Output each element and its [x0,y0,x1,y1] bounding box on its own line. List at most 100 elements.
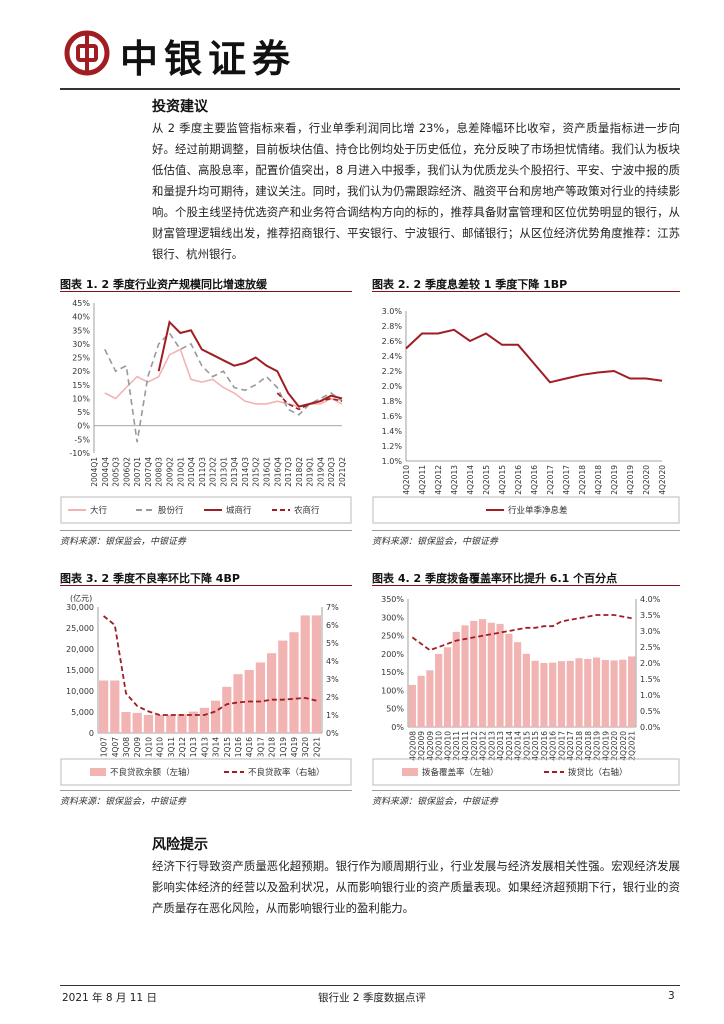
chart4-source-rule [372,790,680,791]
x-tick-label: 4Q2020 [619,731,628,761]
bar-10 [211,700,221,733]
x-tick-label: 4Q2015 [531,731,540,761]
x-tick-label: 2013Q4 [230,457,239,487]
x-tick-label: 3Q17 [256,737,265,757]
chart2: 1.0% 1.2% 1.4% 1.6% 1.8% 2.0% 2.2% 2.4% 2.6% 2.8%… [372,307,680,524]
y-tick-label: 2.2% [382,367,403,376]
chart3-source-rule [60,790,352,791]
y-right-tick-label: 1% [326,711,339,720]
bar-11 [222,686,232,733]
bar-20 [584,658,592,727]
bar-17 [557,661,566,727]
bar-15 [540,663,548,727]
x-tick-label: 2017Q3 [284,457,293,487]
x-tick-label: 4Q07 [111,737,120,757]
x-tick-label: 4Q2016 [549,731,558,761]
x-tick-label: 2004Q1 [90,457,99,487]
bar-18 [566,660,574,727]
bar-6 [461,625,469,727]
bar-12 [514,642,522,727]
y-tick-label: 25% [72,354,90,363]
x-tick-label: 2Q2016 [540,731,549,761]
bar-19 [311,615,321,733]
series-line-1 [104,331,343,443]
x-tick-label: 2Q2009 [417,731,426,761]
legend-label-0: 行业单季净息差 [508,505,568,516]
ratio-line [411,614,632,652]
y-left-tick-label: 250% [381,632,404,641]
x-tick-label: 2012Q2 [209,457,218,487]
section-text-risk: 经济下行导致资产质量恶化超预期。银行作为顺周期行业，行业发展与经济发展相关性强。… [152,859,680,915]
section-text-investment: 从 2 季度主要监管指标来看，行业单季利润同比增 23%，息差降幅环比收窄，资产… [152,121,680,261]
x-tick-label: 2015Q2 [252,457,261,487]
x-tick-label: 2020Q3 [327,457,336,487]
bar-7 [470,620,478,727]
bar-17 [289,632,299,733]
bar-24 [619,659,627,727]
x-tick-label: 2Q2011 [452,731,461,761]
y-left-tick-label: 0 [89,729,94,738]
x-tick-label: 2007Q1 [133,457,142,487]
bar-11 [505,633,513,727]
y-left-tick-label: 20,000 [66,645,94,654]
x-tick-label: 4Q16 [245,737,254,757]
y-left-tick-label: 50% [386,705,404,714]
bar-10 [496,623,504,727]
bar-14 [531,660,539,727]
y-right-tick-label: 7% [326,603,339,612]
bar-16 [549,662,557,727]
legend-swatch-bars [90,768,106,776]
y-tick-label: 0% [77,422,90,431]
footer-divider [60,985,680,986]
y-right-tick-label: 1.5% [640,675,661,684]
bar-0 [408,684,416,727]
bar-4 [443,647,452,727]
y-left-tick-label: 15,000 [66,666,94,675]
x-tick-label: 4Q2008 [408,731,417,761]
y-right-tick-label: 4% [326,657,339,666]
bar-3 [435,653,443,727]
chart1-source-rule [60,530,352,531]
y-tick-label: 1.8% [382,397,403,406]
x-tick-label: 2016Q1 [263,457,272,487]
x-tick-label: 4Q2009 [426,731,435,761]
y-right-tick-label: 6% [326,621,339,630]
y-tick-label: 3.0% [382,307,403,316]
legend-label-bars: 拨备覆盖率（左轴） [422,767,499,778]
y-right-tick-label: 1.0% [640,691,661,700]
x-tick-label: 4Q2014 [514,731,523,761]
chart4-title: 图表 4. 2 季度拨备覆盖率环比提升 6.1 个百分点 [372,572,618,585]
bar-9 [199,707,209,733]
y-left-tick-label: 350% [381,595,404,604]
x-tick-label: 4Q2020 [658,465,667,495]
x-tick-label: 2Q2013 [487,731,496,761]
bar-21 [592,657,601,727]
x-tick-label: 2011Q3 [198,457,207,487]
bar-7 [177,714,187,733]
x-tick-label: 1Q10 [144,737,153,757]
y-right-tick-label: 3.5% [640,611,661,620]
x-tick-label: 2019Q4 [316,457,325,487]
y-left-tick-label: 25,000 [66,624,94,633]
y-right-tick-label: 0% [326,729,339,738]
x-tick-label: 1Q16 [234,737,243,757]
bar-3 [132,712,142,733]
bar-14 [255,662,265,733]
y-tick-label: 2.0% [382,382,403,391]
chart3: 0 5,000 10,000 15,000 20,000 25,000 30,000 0% 1%… [60,593,352,786]
bar-1 [110,680,120,733]
chart2-title: 图表 2. 2 季度息差较 1 季度下降 1BP [372,278,568,291]
y-tick-label: 5% [77,408,90,417]
x-tick-label: 4Q2019 [601,731,610,761]
x-tick-label: 3Q11 [167,737,176,757]
legend-box [372,496,680,524]
chart4-title-rule [372,585,680,586]
x-tick-label: 2013Q1 [219,457,228,487]
y-left-tick-label: 100% [381,686,404,695]
x-tick-label: 2Q2010 [435,731,444,761]
y-left-tick-label: 10,000 [66,687,94,696]
x-tick-label: 2Q12 [178,737,187,757]
y-right-tick-label: 0.0% [640,723,661,732]
bar-0 [99,680,109,733]
x-tick-label: 4Q2017 [566,731,575,761]
